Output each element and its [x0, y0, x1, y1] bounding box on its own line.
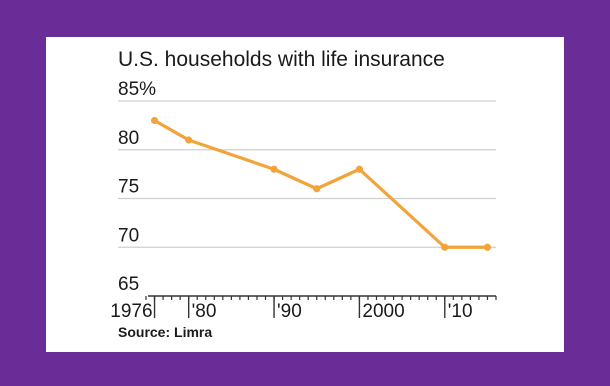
data-point	[313, 185, 321, 193]
gridlines	[118, 100, 496, 248]
series-line	[150, 116, 492, 251]
data-point	[185, 136, 193, 144]
source-note: Source: Limra	[118, 324, 212, 340]
data-line	[152, 118, 490, 249]
y-tick-label: 65	[118, 274, 139, 295]
line-chart: U.S. households with life insurance 85%8…	[110, 48, 497, 340]
chart-card: U.S. households with life insurance 85% 8…	[46, 37, 564, 352]
y-axis-ticks: 85% 80 75 70 65	[118, 79, 156, 295]
y-tick-label: 75	[118, 177, 139, 198]
data-point	[441, 243, 449, 251]
y-tick-label: 85%	[118, 79, 156, 100]
x-tick-label: 1976	[110, 301, 152, 322]
x-axis: 1976 '80 '90 2000 '10	[110, 295, 497, 322]
chart-title: U.S. households with life insurance	[118, 48, 445, 71]
data-point	[270, 165, 278, 173]
x-tick-label: '10	[448, 301, 473, 322]
y-tick-label: 70	[118, 225, 139, 246]
y-tick-label: 80	[118, 128, 139, 149]
x-tick-label: 2000	[362, 301, 404, 322]
x-tick-label: '90	[277, 301, 302, 322]
data-point	[483, 243, 492, 251]
data-point	[150, 116, 159, 125]
data-point	[355, 165, 364, 173]
x-tick-label: '80	[192, 301, 217, 322]
